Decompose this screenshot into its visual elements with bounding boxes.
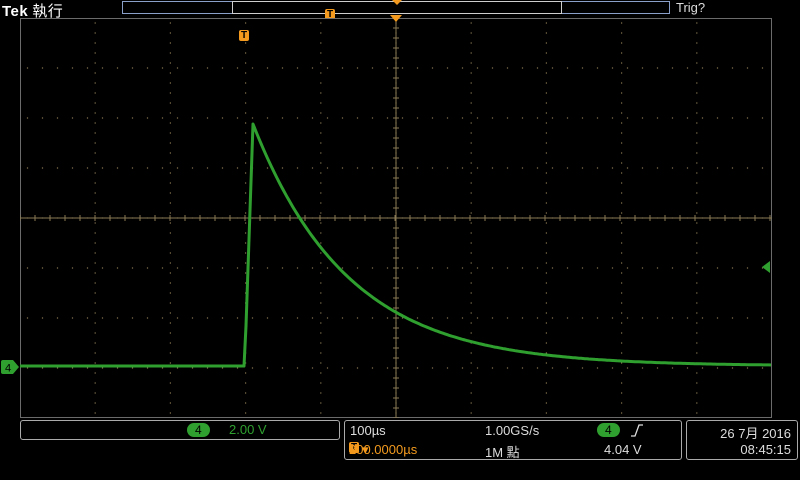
- channel-badge: 4: [187, 423, 210, 437]
- trigger-position-icon: T: [239, 30, 249, 41]
- record-trigger-marker: T: [325, 4, 335, 22]
- trigger-position-marker[interactable]: T: [239, 25, 249, 43]
- rising-edge-icon: [631, 424, 643, 437]
- trigger-level-marker-icon[interactable]: [760, 261, 770, 273]
- channel-readout[interactable]: 4 2.00 V: [20, 420, 340, 440]
- record-length: 1M 點: [485, 445, 520, 460]
- expansion-point-marker-icon[interactable]: [390, 15, 402, 23]
- waveform-display[interactable]: [20, 18, 772, 418]
- trigger-position-value: 200.0000µs: [349, 442, 418, 457]
- record-trigger-icon: T: [325, 9, 335, 20]
- timebase: 100µs: [350, 423, 386, 438]
- channel-scale: 2.00 V: [229, 422, 267, 437]
- arrow-right-down-icon: →▾: [349, 442, 369, 457]
- record-position-marker-icon: [392, 0, 402, 5]
- brand-logo: Tek 執行: [2, 0, 63, 21]
- channel-4-ground-label: 4: [5, 363, 11, 375]
- trigger-channel-badge: 4: [597, 423, 620, 437]
- graticule-center-axes: [20, 18, 772, 418]
- trigger-position-readout-icon: T: [349, 442, 359, 453]
- date: 26 7月 2016: [720, 426, 791, 441]
- acquisition-readout[interactable]: 100µs 1.00GS/s 4 T →▾ 200.0000µs 1M 點 4.04…: [344, 420, 682, 460]
- sample-rate: 1.00GS/s: [485, 423, 540, 438]
- trigger-level: 4.04 V: [604, 442, 642, 457]
- brand-name: Tek: [2, 3, 29, 20]
- time: 08:45:15: [740, 442, 791, 457]
- channel-4-waveform: [20, 122, 772, 368]
- datetime-readout: 26 7月 2016 08:45:15: [686, 420, 798, 460]
- trigger-status: Trig?: [676, 0, 706, 15]
- channel-4-ground-marker[interactable]: 4: [0, 359, 20, 375]
- run-state: 執行: [32, 3, 64, 20]
